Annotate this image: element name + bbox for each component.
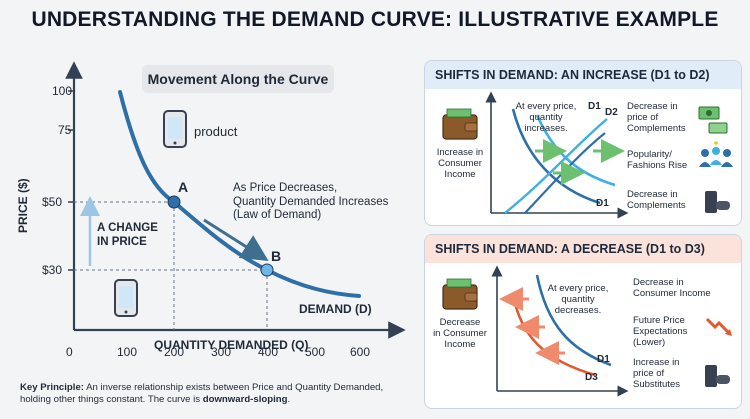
smartphone-icon [163, 110, 187, 148]
decrease-left-label: Decrease in Consumer Income [427, 317, 493, 350]
x-tick-label: 0 [66, 345, 73, 359]
x-tick-label: 300 [211, 345, 232, 359]
decrease-factor-3: Increase in price of Substitutes [633, 357, 680, 390]
point-b-marker [260, 263, 274, 277]
curve-d1 [535, 274, 612, 367]
increase-factor-line: price of [627, 112, 659, 123]
price-change-label: A CHANGE IN PRICE [97, 221, 158, 249]
decrease-center-line: decreases. [554, 305, 602, 316]
increase-factor-line: Decrease in [627, 101, 678, 112]
increase-left-line: Income [444, 169, 476, 180]
movement-title: Movement Along the Curve [142, 65, 334, 93]
decrease-factor-line: (Lower) [633, 337, 666, 348]
decrease-factor-line: price of [633, 368, 665, 379]
increase-factor-line: Fashions Rise [627, 160, 688, 171]
x-tick-label: 400 [258, 345, 279, 359]
curve-d2 [535, 114, 616, 187]
decrease-panel: SHIFTS IN DEMAND: A DECREASE (D1 to D3) [424, 234, 742, 409]
increase-factor-2: Popularity/ Fashions Rise [627, 149, 687, 171]
key-principle-end: . [287, 394, 291, 405]
d2-label: D2 [605, 107, 618, 118]
movement-arrow [203, 218, 269, 262]
increase-panel: SHIFTS IN DEMAND: AN INCREASE (D1 to D2) [424, 60, 742, 226]
increase-left-line: Increase in [436, 147, 484, 158]
increase-factor-3: Decrease in Complements [627, 189, 686, 211]
x-axis-label: QUANTITY DEMANDED (Q) [154, 338, 309, 352]
decrease-panel-svg [442, 265, 732, 397]
increase-factor-line: Complements [627, 123, 686, 134]
decrease-factor-2: Future Price Expectations (Lower) [633, 315, 687, 348]
increase-factor-line: Popularity/ [627, 149, 672, 160]
decrease-factor-line: Expectations [633, 326, 688, 337]
curve-d1 [511, 108, 601, 205]
increase-center-text: At every price, quantity increases. [511, 101, 581, 134]
increase-center-line: quantity [529, 112, 563, 123]
decrease-left-line: Decrease [439, 317, 481, 328]
increase-panel-title: SHIFTS IN DEMAND: AN INCREASE (D1 to D2) [425, 61, 741, 89]
price-change-line: IN PRICE [97, 236, 147, 248]
movement-diagram: Movement Along the Curve product A B As … [12, 48, 407, 413]
y-tick-label: $50 [42, 195, 63, 209]
page-title: UNDERSTANDING THE DEMAND CURVE: ILLUSTRA… [31, 8, 719, 31]
decrease-factor-1: Decrease in Consumer Income [633, 277, 711, 299]
point-b-label: B [271, 248, 282, 264]
key-principle-text: An inverse relationship exists between P… [20, 382, 384, 405]
y-tick-label: $30 [42, 263, 63, 277]
decrease-factor-line: Decrease in [633, 277, 684, 288]
increase-left-line: Consumer [438, 158, 482, 169]
decrease-factor-line: Substitutes [633, 379, 680, 390]
game-console-icon [705, 191, 730, 213]
wallet-icon [442, 278, 478, 310]
crossing-curve-light [504, 118, 608, 214]
decrease-panel-title: SHIFTS IN DEMAND: A DECREASE (D1 to D3) [425, 235, 741, 263]
key-principle: Key Principle: An inverse relationship e… [20, 382, 410, 406]
increase-factor-1: Decrease in price of Complements [627, 101, 686, 134]
decrease-center-line: quantity [561, 294, 595, 305]
main-chart-svg [65, 61, 406, 339]
people-icon [699, 141, 733, 167]
point-a-marker [167, 195, 181, 209]
d1-bottom-label: D1 [596, 198, 609, 209]
smartphone-icon [114, 279, 138, 317]
decrease-factor-line: Increase in [633, 357, 680, 368]
y-tick-label: 75 [58, 123, 72, 137]
increase-panel-svg [442, 91, 733, 219]
increase-left-label: Increase in Consumer Income [427, 147, 493, 180]
price-change-line: A CHANGE [97, 222, 158, 234]
increase-center-line: At every price, [515, 101, 577, 112]
game-console-icon [705, 365, 730, 387]
point-a-label: A [178, 179, 189, 195]
demand-curve [118, 90, 361, 298]
x-tick-label: 500 [305, 345, 326, 359]
y-axis-label: PRICE ($) [16, 178, 30, 233]
annotation-line: As Price Decreases, [233, 182, 338, 194]
decrease-center-text: At every price, quantity decreases. [543, 283, 613, 316]
d1-label: D1 [588, 101, 601, 112]
d3-label: D3 [585, 372, 598, 383]
annotation-line: Quantity Demanded Increases [233, 195, 389, 208]
y-tick-label: 100 [52, 84, 73, 98]
wallet-icon [442, 108, 478, 140]
d1-label: D1 [597, 354, 610, 365]
x-tick-label: 600 [350, 345, 371, 359]
curve-label: DEMAND (D) [299, 302, 372, 316]
key-principle-label: Key Principle: [20, 382, 84, 393]
annotation-line: (Law of Demand) [233, 209, 322, 221]
product-label: product [194, 124, 238, 139]
decrease-center-line: At every price, [547, 283, 609, 294]
decrease-factor-line: Consumer Income [633, 288, 711, 299]
increase-factor-line: Decrease in [627, 189, 678, 200]
increase-factor-line: Complements [627, 200, 686, 211]
decrease-factor-line: Future Price [633, 315, 685, 326]
key-principle-emphasis: downward-sloping [202, 394, 288, 405]
money-icon [698, 106, 728, 134]
decrease-left-line: Income [444, 339, 476, 350]
x-tick-label: 100 [117, 345, 138, 359]
trend-down-icon [705, 317, 732, 336]
movement-annotation: As Price Decreases, Quantity Demanded In… [233, 182, 388, 223]
x-tick-label: 200 [164, 345, 185, 359]
increase-center-line: increases. [524, 123, 568, 134]
decrease-left-line: in Consumer [433, 328, 487, 339]
